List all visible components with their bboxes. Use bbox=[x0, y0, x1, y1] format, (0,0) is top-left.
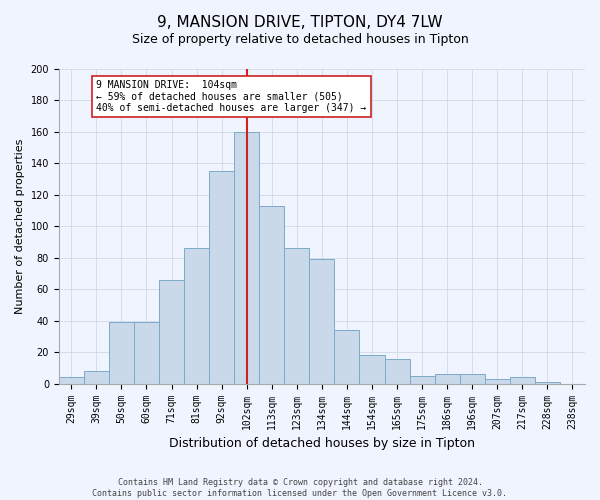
Bar bbox=[259, 206, 284, 384]
Bar bbox=[535, 382, 560, 384]
Bar bbox=[410, 376, 434, 384]
Bar bbox=[359, 356, 385, 384]
Bar bbox=[485, 379, 510, 384]
Bar bbox=[59, 378, 84, 384]
Bar bbox=[234, 132, 259, 384]
Bar bbox=[284, 248, 310, 384]
Bar bbox=[134, 322, 159, 384]
Bar bbox=[209, 172, 234, 384]
Bar bbox=[434, 374, 460, 384]
Bar bbox=[460, 374, 485, 384]
Bar bbox=[159, 280, 184, 384]
X-axis label: Distribution of detached houses by size in Tipton: Distribution of detached houses by size … bbox=[169, 437, 475, 450]
Y-axis label: Number of detached properties: Number of detached properties bbox=[15, 138, 25, 314]
Bar bbox=[109, 322, 134, 384]
Bar bbox=[184, 248, 209, 384]
Text: 9, MANSION DRIVE, TIPTON, DY4 7LW: 9, MANSION DRIVE, TIPTON, DY4 7LW bbox=[157, 15, 443, 30]
Text: Contains HM Land Registry data © Crown copyright and database right 2024.
Contai: Contains HM Land Registry data © Crown c… bbox=[92, 478, 508, 498]
Text: Size of property relative to detached houses in Tipton: Size of property relative to detached ho… bbox=[131, 32, 469, 46]
Bar bbox=[334, 330, 359, 384]
Text: 9 MANSION DRIVE:  104sqm
← 59% of detached houses are smaller (505)
40% of semi-: 9 MANSION DRIVE: 104sqm ← 59% of detache… bbox=[97, 80, 367, 113]
Bar bbox=[510, 378, 535, 384]
Bar bbox=[310, 260, 334, 384]
Bar bbox=[84, 371, 109, 384]
Bar bbox=[385, 358, 410, 384]
